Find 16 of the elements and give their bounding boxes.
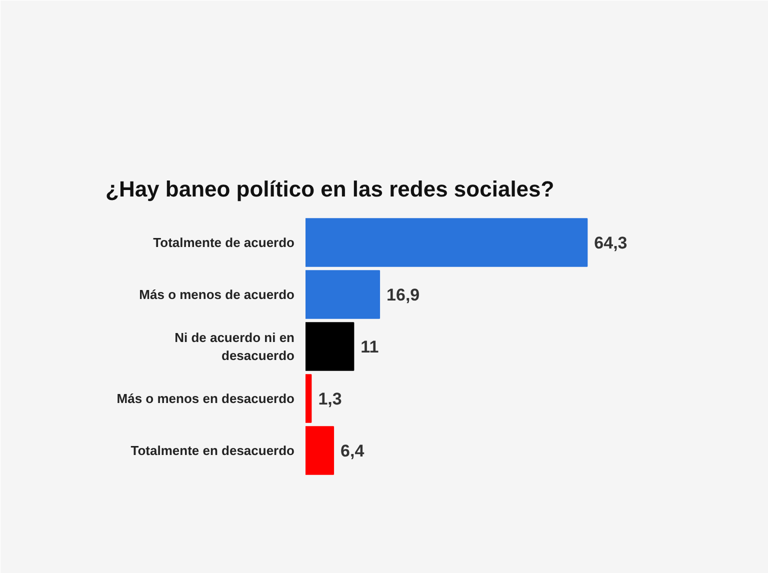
data-label: 11 [360, 338, 379, 356]
chart-title: ¿Hay baneo político en las redes sociales? [106, 176, 554, 202]
data-label: 64,3 [594, 234, 628, 252]
bar [306, 374, 312, 423]
y-tick-label: Totalmente en desacuerdo [130, 443, 295, 458]
y-tick-label: Totalmente de acuerdo [153, 235, 295, 250]
bar [306, 322, 354, 371]
y-tick-label: Más o menos de acuerdo [139, 287, 295, 302]
bar [306, 218, 588, 267]
y-tick-label: Más o menos en desacuerdo [116, 391, 295, 406]
data-label: 1,3 [318, 390, 342, 408]
data-label: 16,9 [386, 286, 420, 304]
y-tick-label: Ni de acuerdo ni en desacuerdo [174, 330, 295, 363]
data-label: 6,4 [340, 442, 365, 460]
bar [306, 426, 334, 475]
bar [306, 270, 380, 319]
